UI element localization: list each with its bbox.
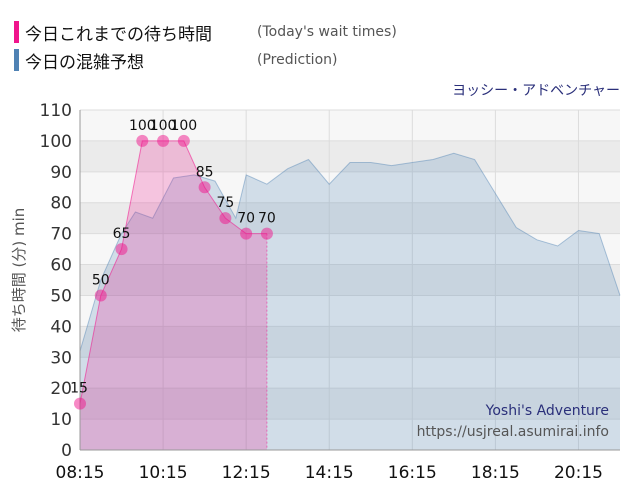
y-axis-label: 待ち時間 (分) min <box>10 208 28 333</box>
data-point-today <box>260 227 273 240</box>
x-tick-label: 14:15 <box>305 463 354 483</box>
legend-label-prediction: 今日の混雑予想 <box>25 52 144 73</box>
y-tick-label: 100 <box>40 132 72 152</box>
y-tick-label: 0 <box>61 441 72 461</box>
y-tick-label: 50 <box>50 286 72 306</box>
legend-sublabel-prediction: (Prediction) <box>257 52 338 68</box>
grid-band <box>80 264 620 296</box>
y-tick-label: 10 <box>50 410 72 430</box>
watermark-name: Yoshi's Adventure <box>485 403 609 419</box>
data-label-today: 100 <box>170 118 197 134</box>
legend-sublabel-today: (Today's wait times) <box>257 24 397 40</box>
data-point-today <box>115 243 128 256</box>
today-line <box>79 140 267 404</box>
grid-band <box>80 326 620 358</box>
grid-bands <box>80 110 620 450</box>
axes: 0 10 20 30 40 50 60 70 80 90 100 110 08:15 10:15 12:15… <box>40 101 620 483</box>
grid-band <box>80 140 620 172</box>
y-tick-label: 60 <box>50 256 72 276</box>
y-tick-label: 70 <box>50 225 72 245</box>
data-label-today: 85 <box>196 164 214 180</box>
y-tick-label: 80 <box>50 194 72 214</box>
data-label-today: 70 <box>258 211 276 227</box>
legend-item-prediction: 今日の混雑予想 (Prediction) <box>14 48 338 73</box>
data-label-today: 100 <box>150 118 177 134</box>
prediction-area <box>80 153 620 451</box>
data-label-today: 50 <box>92 272 110 288</box>
x-tick-label: 12:15 <box>222 463 271 483</box>
attraction-name: ヨッシー・アドベンチャー <box>452 83 620 99</box>
data-point-today <box>94 289 107 302</box>
data-point-today <box>157 134 170 147</box>
y-tick-label: 30 <box>50 348 72 368</box>
data-point-today <box>74 397 86 410</box>
legend-item-today: 今日これまでの待ち時間 (Today's wait times) <box>14 20 397 45</box>
y-tick-label: 40 <box>50 317 72 337</box>
legend-swatch-prediction <box>14 49 19 71</box>
legend-swatch-today <box>14 21 19 43</box>
data-label-today: 70 <box>237 211 255 227</box>
data-point-today <box>198 181 211 194</box>
data-point-today <box>177 134 190 147</box>
data-points <box>74 134 273 410</box>
data-label-today: 75 <box>216 195 234 211</box>
x-tick-label: 16:15 <box>388 463 437 483</box>
grid-band <box>80 388 620 420</box>
watermark-url: https://usjreal.asumirai.info <box>417 424 609 440</box>
grid-lines <box>79 109 620 451</box>
x-tick-label: 08:15 <box>56 463 105 483</box>
x-tick-label: 20:15 <box>554 463 603 483</box>
grid-band <box>80 202 620 234</box>
y-tick-label: 20 <box>50 379 72 399</box>
data-label-today: 65 <box>113 226 131 242</box>
data-point-today <box>219 212 232 225</box>
prediction-line <box>79 152 621 352</box>
data-point-today <box>240 227 253 240</box>
data-point-today <box>136 134 149 147</box>
y-tick-label: 110 <box>40 101 72 121</box>
legend-label-today: 今日これまでの待ち時間 <box>25 24 212 45</box>
data-label-today: 100 <box>129 118 156 134</box>
x-tick-label: 18:15 <box>471 463 520 483</box>
data-label-today: 15 <box>70 381 88 397</box>
y-tick-label: 90 <box>50 163 72 183</box>
x-tick-label: 10:15 <box>139 463 188 483</box>
